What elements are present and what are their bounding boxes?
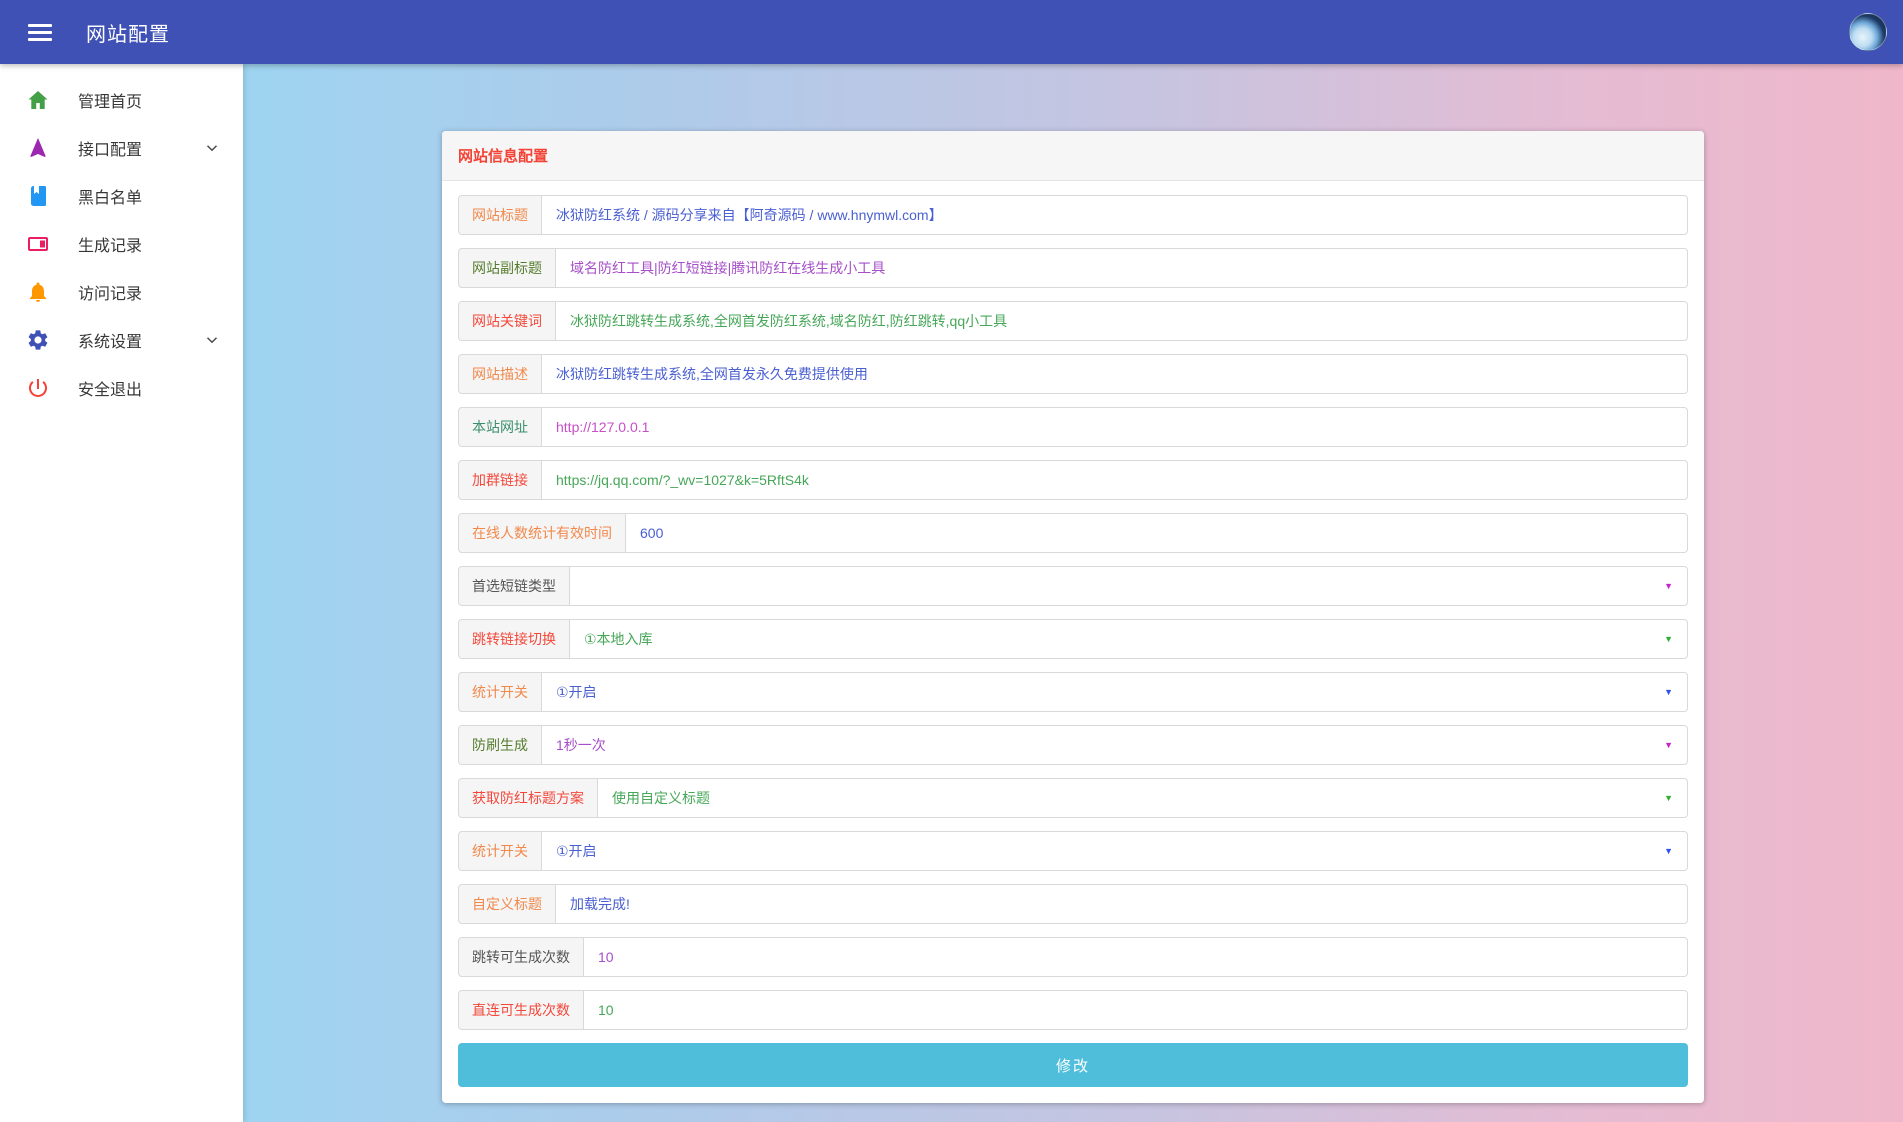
sidebar-item-logout[interactable]: 安全退出 — [0, 364, 243, 412]
sidebar-item-system-settings[interactable]: 系统设置 — [0, 316, 243, 364]
site-title-input[interactable]: 冰狱防红系统 / 源码分享来自【阿奇源码 / www.hnymwl.com】 — [541, 195, 1688, 235]
avatar[interactable] — [1849, 13, 1887, 51]
stats-switch-2-select[interactable]: ①开启 ▼ — [541, 831, 1688, 871]
redirect-generate-limit-input[interactable]: 10 — [583, 937, 1688, 977]
form-row-direct-generate-limit: 直连可生成次数 10 — [458, 990, 1688, 1030]
form-row-site-description: 网站描述 冰狱防红跳转生成系统,全网首发永久免费提供使用 — [458, 354, 1688, 394]
sidebar-item-visit-log[interactable]: 访问记录 — [0, 268, 243, 316]
custom-title-input[interactable]: 加载完成! — [555, 884, 1688, 924]
form-row-stats-switch-2: 统计开关 ①开启 ▼ — [458, 831, 1688, 871]
sidebar-item-admin-home[interactable]: 管理首页 — [0, 76, 243, 124]
sidebar-item-label: 安全退出 — [78, 382, 143, 399]
form-row-redirect-generate-limit: 跳转可生成次数 10 — [458, 937, 1688, 977]
field-label: 防刷生成 — [458, 725, 542, 765]
card-icon — [26, 232, 50, 256]
sidebar-item-label: 管理首页 — [78, 94, 143, 111]
field-label: 获取防红标题方案 — [458, 778, 598, 818]
site-keywords-input[interactable]: 冰狱防红跳转生成系统,全网首发防红系统,域名防红,防红跳转,qq小工具 — [555, 301, 1688, 341]
field-label: 跳转链接切换 — [458, 619, 570, 659]
field-label: 直连可生成次数 — [458, 990, 584, 1030]
site-config-form: 网站标题 冰狱防红系统 / 源码分享来自【阿奇源码 / www.hnymwl.c… — [442, 181, 1704, 1103]
field-label: 网站副标题 — [458, 248, 556, 288]
field-label: 自定义标题 — [458, 884, 556, 924]
site-subtitle-input[interactable]: 域名防红工具|防红短链接|腾讯防红在线生成小工具 — [555, 248, 1688, 288]
field-label: 在线人数统计有效时间 — [458, 513, 626, 553]
anti-flood-select[interactable]: 1秒一次 ▼ — [541, 725, 1688, 765]
form-row-anti-flood: 防刷生成 1秒一次 ▼ — [458, 725, 1688, 765]
sidebar-item-blacklist[interactable]: 黑白名单 — [0, 172, 243, 220]
menu-button[interactable] — [20, 12, 60, 52]
form-row-group-link: 加群链接 https://jq.qq.com/?_wv=1027&k=5RftS… — [458, 460, 1688, 500]
sidebar-item-label: 访问记录 — [78, 286, 143, 303]
form-row-short-link-type: 首选短链类型 ▼ — [458, 566, 1688, 606]
field-label: 网站关键词 — [458, 301, 556, 341]
submit-button[interactable]: 修改 — [458, 1043, 1688, 1087]
top-navbar: 网站配置 — [0, 0, 1903, 64]
site-url-input[interactable]: http://127.0.0.1 — [541, 407, 1688, 447]
stats-switch-select[interactable]: ①开启 ▼ — [541, 672, 1688, 712]
form-row-anti-red-title-plan: 获取防红标题方案 使用自定义标题 ▼ — [458, 778, 1688, 818]
field-label: 网站标题 — [458, 195, 542, 235]
field-label: 首选短链类型 — [458, 566, 570, 606]
home-icon — [26, 88, 50, 112]
form-row-redirect-link-switch: 跳转链接切换 ①本地入库 ▼ — [458, 619, 1688, 659]
short-link-type-select[interactable]: ▼ — [569, 566, 1688, 606]
field-label: 统计开关 — [458, 672, 542, 712]
navigation-icon — [26, 136, 50, 160]
online-count-time-input[interactable]: 600 — [625, 513, 1688, 553]
dropdown-arrow-icon: ▼ — [1664, 845, 1673, 856]
form-row-site-url: 本站网址 http://127.0.0.1 — [458, 407, 1688, 447]
sidebar-item-label: 系统设置 — [78, 334, 143, 351]
book-icon — [26, 184, 50, 208]
sidebar: 管理首页 接口配置 黑白名单 生成记录 访问记录 系统设置 — [0, 64, 243, 1122]
field-label: 统计开关 — [458, 831, 542, 871]
page-title: 网站配置 — [86, 23, 170, 46]
site-description-input[interactable]: 冰狱防红跳转生成系统,全网首发永久免费提供使用 — [541, 354, 1688, 394]
sidebar-item-label: 生成记录 — [78, 238, 143, 255]
chevron-down-icon — [203, 139, 221, 157]
field-label: 网站描述 — [458, 354, 542, 394]
sidebar-item-api-config[interactable]: 接口配置 — [0, 124, 243, 172]
panel-title: 网站信息配置 — [442, 131, 1704, 181]
form-row-online-count-time: 在线人数统计有效时间 600 — [458, 513, 1688, 553]
bell-icon — [26, 280, 50, 304]
chevron-down-icon — [203, 331, 221, 349]
site-config-panel: 网站信息配置 网站标题 冰狱防红系统 / 源码分享来自【阿奇源码 / www.h… — [442, 131, 1704, 1103]
form-row-site-keywords: 网站关键词 冰狱防红跳转生成系统,全网首发防红系统,域名防红,防红跳转,qq小工… — [458, 301, 1688, 341]
power-icon — [26, 376, 50, 400]
form-row-custom-title: 自定义标题 加载完成! — [458, 884, 1688, 924]
form-row-stats-switch: 统计开关 ①开启 ▼ — [458, 672, 1688, 712]
main-content: 网站信息配置 网站标题 冰狱防红系统 / 源码分享来自【阿奇源码 / www.h… — [243, 64, 1903, 1122]
dropdown-arrow-icon: ▼ — [1664, 686, 1673, 697]
sidebar-item-label: 接口配置 — [78, 142, 143, 159]
group-link-input[interactable]: https://jq.qq.com/?_wv=1027&k=5RftS4k — [541, 460, 1688, 500]
form-row-site-title: 网站标题 冰狱防红系统 / 源码分享来自【阿奇源码 / www.hnymwl.c… — [458, 195, 1688, 235]
sidebar-item-generation-log[interactable]: 生成记录 — [0, 220, 243, 268]
dropdown-arrow-icon: ▼ — [1664, 580, 1673, 591]
field-label: 加群链接 — [458, 460, 542, 500]
form-row-site-subtitle: 网站副标题 域名防红工具|防红短链接|腾讯防红在线生成小工具 — [458, 248, 1688, 288]
dropdown-arrow-icon: ▼ — [1664, 792, 1673, 803]
gear-icon — [26, 328, 50, 352]
hamburger-icon — [28, 20, 52, 45]
sidebar-item-label: 黑白名单 — [78, 190, 143, 207]
anti-red-title-plan-select[interactable]: 使用自定义标题 ▼ — [597, 778, 1688, 818]
direct-generate-limit-input[interactable]: 10 — [583, 990, 1688, 1030]
field-label: 跳转可生成次数 — [458, 937, 584, 977]
field-label: 本站网址 — [458, 407, 542, 447]
dropdown-arrow-icon: ▼ — [1664, 633, 1673, 644]
dropdown-arrow-icon: ▼ — [1664, 739, 1673, 750]
redirect-link-switch-select[interactable]: ①本地入库 ▼ — [569, 619, 1688, 659]
